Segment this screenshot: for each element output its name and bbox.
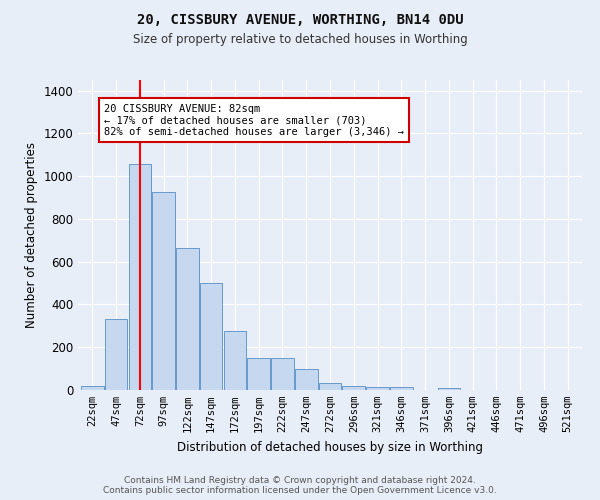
Bar (105, 320, 127, 390)
Bar (437, 388, 460, 390)
Y-axis label: Number of detached properties: Number of detached properties (25, 142, 38, 328)
Text: 20 CISSBURY AVENUE: 82sqm
← 17% of detached houses are smaller (703)
82% of semi: 20 CISSBURY AVENUE: 82sqm ← 17% of detac… (104, 104, 404, 136)
Bar (224, 331, 246, 390)
Text: Contains HM Land Registry data © Crown copyright and database right 2024.
Contai: Contains HM Land Registry data © Crown c… (103, 476, 497, 495)
Bar (200, 283, 223, 390)
Bar (319, 383, 341, 390)
Text: 20, CISSBURY AVENUE, WORTHING, BN14 0DU: 20, CISSBURY AVENUE, WORTHING, BN14 0DU (137, 12, 463, 26)
Bar (247, 358, 270, 390)
Bar (152, 192, 175, 390)
Bar (271, 358, 294, 390)
Bar (81, 386, 104, 390)
Bar (176, 248, 199, 390)
Bar (295, 368, 317, 390)
Bar (390, 388, 413, 390)
Bar (128, 164, 151, 390)
Bar (343, 386, 365, 390)
X-axis label: Distribution of detached houses by size in Worthing: Distribution of detached houses by size … (177, 440, 483, 454)
Bar (366, 387, 389, 390)
Text: Size of property relative to detached houses in Worthing: Size of property relative to detached ho… (133, 32, 467, 46)
